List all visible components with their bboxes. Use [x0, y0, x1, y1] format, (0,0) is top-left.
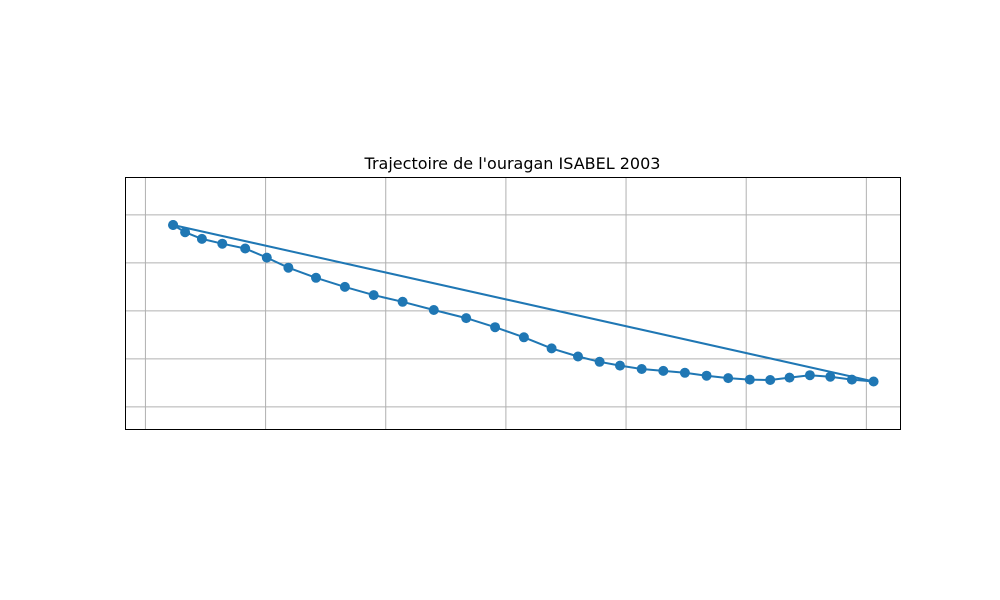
trajectory-point-9	[339, 281, 350, 292]
trajectory-point-15	[518, 332, 529, 343]
trajectory-point-22	[679, 367, 690, 378]
trajectory-point-13	[461, 313, 472, 324]
trajectory-point-3	[196, 233, 207, 244]
trajectory-point-6	[261, 252, 272, 263]
trajectory-point-7	[283, 262, 294, 273]
trajectory-point-11	[397, 296, 408, 307]
trajectory-point-2	[180, 227, 191, 238]
trajectory-point-24	[723, 373, 734, 384]
trajectory-point-12	[428, 305, 439, 315]
trajectory-point-4	[217, 238, 228, 249]
trajectory-point-23	[701, 370, 712, 381]
trajectory-point-31	[868, 376, 879, 387]
trajectory-point-17	[573, 351, 583, 362]
trajectory-point-8	[311, 272, 321, 283]
trajectory-point-18	[594, 356, 605, 367]
axes-frame	[125, 177, 901, 430]
trajectory-point-10	[368, 290, 379, 301]
trajectory-point-5	[240, 243, 251, 254]
trajectory-point-21	[658, 365, 669, 376]
chart-title: Trajectoire de l'ouragan ISABEL 2003	[364, 154, 661, 173]
trajectory-point-29	[825, 371, 836, 382]
trajectory-point-26	[765, 375, 776, 385]
trajectory-point-32	[168, 220, 179, 230]
trajectory-point-25	[744, 374, 755, 385]
trajectory-point-19	[615, 360, 625, 371]
trajectory-point-28	[804, 370, 815, 381]
trajectory-point-27	[784, 372, 795, 383]
trajectory-point-14	[490, 322, 501, 333]
trajectory-point-20	[636, 364, 647, 374]
series-layer	[168, 220, 879, 387]
trajectory-point-16	[546, 343, 557, 354]
trajectory-point-30	[846, 374, 857, 385]
